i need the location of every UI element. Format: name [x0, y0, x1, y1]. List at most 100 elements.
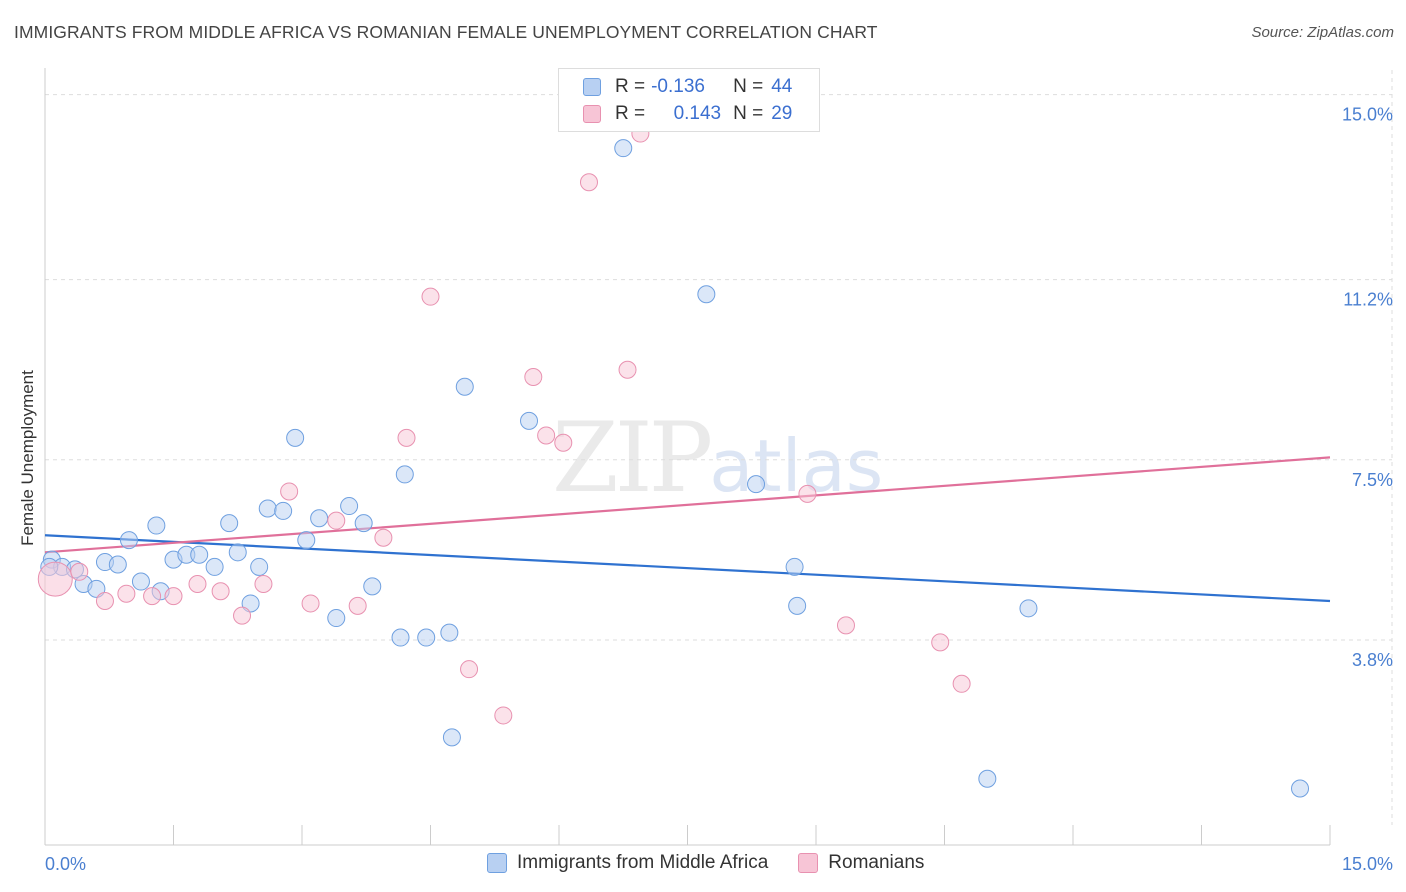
- point-middle-africa: [614, 139, 633, 158]
- x-tick-label-end: 15.0%: [1342, 854, 1393, 874]
- point-middle-africa: [354, 514, 373, 533]
- point-middle-africa: [241, 594, 260, 613]
- y-tick-label: 3.8%: [1352, 650, 1393, 670]
- y-tick-label: 11.2%: [1343, 290, 1393, 310]
- point-romanians: [117, 584, 136, 603]
- point-middle-africa: [788, 596, 807, 615]
- point-middle-africa: [697, 285, 716, 304]
- point-middle-africa: [147, 516, 166, 535]
- legend-pink-r-label: R =: [615, 103, 646, 124]
- legend-row-blue: R = -0.136 N = 44: [583, 74, 792, 100]
- point-middle-africa: [228, 543, 247, 562]
- data-points: [37, 124, 1310, 798]
- point-romanians: [537, 426, 556, 445]
- trend-line-romanians: [44, 456, 1331, 554]
- watermark-atlas: atlas: [709, 424, 884, 508]
- point-romanians: [95, 592, 114, 611]
- point-romanians: [143, 587, 162, 606]
- point-middle-africa: [87, 579, 106, 598]
- legend-pink-n-value: 29: [771, 103, 793, 124]
- point-romanians: [952, 674, 971, 693]
- correlation-legend: R = -0.136 N = 44 R = 0.143 N = 29: [558, 68, 820, 132]
- point-romanians: [494, 706, 513, 725]
- y-tick-label: 15.0%: [1342, 105, 1393, 125]
- gridlines: [45, 70, 1393, 825]
- point-middle-africa: [205, 557, 224, 576]
- x-tick-label-start: 0.0%: [45, 854, 86, 874]
- legend-blue-r-label: R =: [615, 76, 646, 97]
- point-middle-africa: [417, 628, 436, 647]
- legend-pink-r-value: 0.143: [673, 103, 722, 124]
- point-middle-africa: [119, 531, 138, 550]
- point-middle-africa: [258, 499, 277, 518]
- point-romanians: [233, 606, 252, 625]
- trend-lines: [44, 456, 1331, 603]
- point-middle-africa: [440, 623, 459, 642]
- point-middle-africa: [391, 628, 410, 647]
- point-romanians: [579, 173, 598, 192]
- point-romanians: [374, 528, 393, 547]
- point-romanians: [280, 482, 299, 501]
- point-middle-africa: [747, 475, 766, 494]
- chart-title: IMMIGRANTS FROM MIDDLE AFRICA VS ROMANIA…: [14, 22, 878, 42]
- point-romanians: [554, 433, 573, 452]
- tick-labels: 3.8% 7.5% 11.2% 15.0% 0.0% 15.0%: [45, 105, 1393, 874]
- point-romanians: [211, 582, 230, 601]
- point-middle-africa: [520, 411, 539, 430]
- point-romanians: [421, 287, 440, 306]
- point-middle-africa: [395, 465, 414, 484]
- point-romanians: [460, 660, 479, 679]
- legend-blue-swatch: [583, 78, 601, 96]
- point-romanians: [327, 511, 346, 530]
- point-middle-africa: [785, 557, 804, 576]
- point-romanians: [188, 574, 207, 593]
- point-middle-africa: [190, 545, 209, 564]
- point-middle-africa: [442, 728, 461, 747]
- point-middle-africa: [340, 497, 359, 516]
- watermark-zip: ZIP: [552, 402, 713, 514]
- point-romanians: [931, 633, 950, 652]
- point-romanians: [164, 587, 183, 606]
- source-credit: Source: ZipAtlas.com: [1251, 24, 1394, 41]
- point-middle-africa: [250, 557, 269, 576]
- axes: [44, 68, 1331, 846]
- y-tick-label: 7.5%: [1352, 470, 1393, 490]
- point-romanians: [348, 596, 367, 615]
- point-middle-africa: [286, 428, 305, 447]
- point-middle-africa: [310, 509, 329, 528]
- point-middle-africa: [131, 572, 150, 591]
- series-legend-item-pink[interactable]: Romanians: [798, 852, 924, 874]
- point-middle-africa: [327, 609, 346, 628]
- legend-blue-n-value: 44: [771, 76, 793, 97]
- watermark: ZIPatlas: [552, 402, 883, 514]
- point-middle-africa: [220, 514, 239, 533]
- point-romanians: [37, 561, 73, 597]
- legend-pink-swatch: [583, 105, 601, 123]
- point-romanians: [618, 360, 637, 379]
- series-legend-blue-swatch: [487, 853, 507, 873]
- point-middle-africa: [363, 577, 382, 596]
- point-romanians: [836, 616, 855, 635]
- series-legend: Immigrants from Middle Africa Romanians: [487, 852, 954, 874]
- legend-blue-r-value: -0.136: [651, 76, 705, 97]
- legend-pink-n-label: N =: [733, 103, 764, 124]
- series-legend-blue-label: Immigrants from Middle Africa: [517, 852, 769, 873]
- y-axis-title: Female Unemployment: [18, 370, 37, 546]
- point-romanians: [524, 368, 543, 387]
- legend-row-pink: R = 0.143 N = 29: [583, 101, 792, 127]
- point-romanians: [798, 484, 817, 503]
- trend-line-middle-africa: [44, 534, 1331, 603]
- point-middle-africa: [1019, 599, 1038, 618]
- point-romanians: [301, 594, 320, 613]
- legend-blue-n-label: N =: [733, 76, 764, 97]
- point-middle-africa: [108, 555, 127, 574]
- point-middle-africa: [1291, 779, 1310, 798]
- point-middle-africa: [978, 769, 997, 788]
- series-legend-item-blue[interactable]: Immigrants from Middle Africa: [487, 852, 768, 874]
- series-legend-pink-label: Romanians: [828, 852, 925, 873]
- point-middle-africa: [455, 377, 474, 396]
- point-romanians: [70, 562, 89, 581]
- series-legend-pink-swatch: [798, 853, 819, 873]
- point-romanians: [397, 428, 416, 447]
